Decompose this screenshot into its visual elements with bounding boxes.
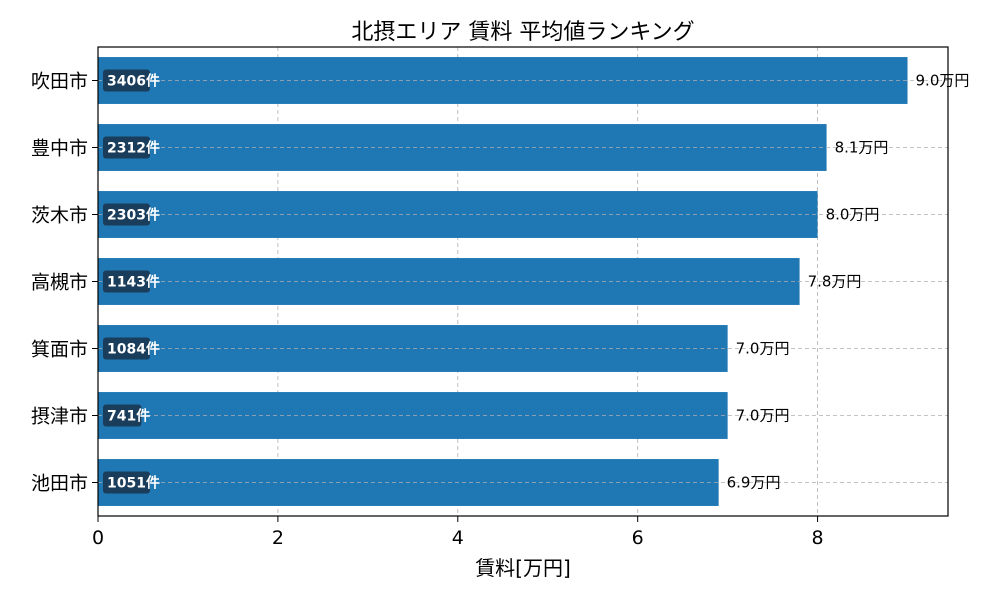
bar — [98, 392, 728, 439]
x-tick-label: 4 — [452, 527, 464, 549]
y-tick-label: 高槻市 — [31, 272, 88, 294]
x-axis-label: 賃料[万円] — [475, 556, 571, 580]
y-tick-label: 茨木市 — [31, 205, 88, 227]
count-label: 1143件 — [107, 274, 160, 291]
count-label: 2312件 — [107, 140, 160, 157]
bars: 3406件 9.0万円 2312件 8.1万円 2303件 8.0万円 1143件 7.8万円… — [98, 57, 969, 506]
count-badge — [103, 136, 150, 159]
y-tick-label: 箕面市 — [31, 339, 88, 361]
x-axis: 0 2 4 6 8 — [92, 516, 824, 549]
y-tick-label: 吹田市 — [31, 71, 88, 93]
count-label: 1084件 — [107, 341, 160, 358]
x-tick-label: 6 — [632, 527, 644, 549]
y-tick-label: 池田市 — [31, 473, 88, 495]
chart-title: 北摂エリア 賃料 平均値ランキング — [351, 20, 694, 45]
value-label: 8.1万円 — [835, 139, 889, 157]
bar — [98, 325, 728, 372]
count-label: 741件 — [107, 408, 150, 425]
count-badge — [103, 337, 150, 360]
count-badge — [103, 404, 142, 427]
count-badge — [103, 270, 150, 293]
value-label: 7.0万円 — [736, 340, 790, 358]
x-tick-label: 2 — [272, 527, 284, 549]
x-tick-label: 0 — [92, 527, 104, 549]
y-tick-label: 豊中市 — [31, 138, 88, 160]
value-label: 7.0万円 — [736, 407, 790, 425]
count-label: 3406件 — [107, 73, 160, 90]
x-tick-label: 8 — [812, 527, 824, 549]
value-label: 7.8万円 — [808, 273, 862, 291]
value-label: 8.0万円 — [826, 206, 880, 224]
y-tick-label: 摂津市 — [31, 406, 88, 428]
count-label: 2303件 — [107, 207, 160, 224]
value-label: 6.9万円 — [727, 474, 781, 492]
count-label: 1051件 — [107, 475, 160, 492]
value-label: 9.0万円 — [916, 72, 970, 90]
count-badge — [103, 203, 150, 226]
count-badge — [103, 471, 150, 494]
count-badge — [103, 69, 150, 92]
